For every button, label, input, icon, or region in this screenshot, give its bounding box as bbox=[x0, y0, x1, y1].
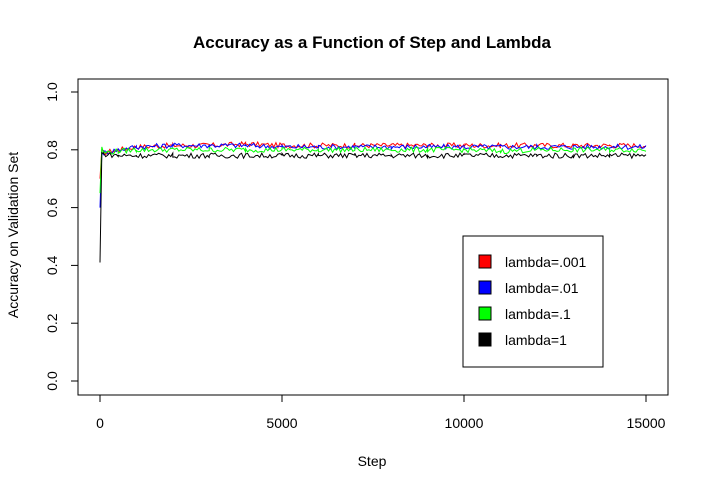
y-tick-label: 1.0 bbox=[44, 82, 60, 102]
legend-label: lambda=.1 bbox=[505, 306, 571, 322]
y-tick-label: 0.2 bbox=[44, 313, 60, 333]
legend-swatch bbox=[478, 332, 492, 347]
x-tick-label: 5000 bbox=[266, 415, 297, 431]
legend-swatch bbox=[478, 280, 492, 295]
series-line-lambda-1 bbox=[99, 151, 647, 263]
y-axis-label: Accuracy on Validation Set bbox=[5, 152, 21, 318]
y-tick-label: 0.6 bbox=[44, 198, 60, 218]
chart-title: Accuracy as a Function of Step and Lambd… bbox=[193, 33, 552, 52]
series-line-lambda-01 bbox=[99, 142, 647, 208]
legend: lambda=.001 lambda=.01 lambda=.1 lambda=1 bbox=[462, 235, 604, 368]
y-tick-label: 0.8 bbox=[44, 140, 60, 160]
series-line-lambda-1 bbox=[99, 146, 647, 194]
legend-swatch bbox=[478, 306, 492, 321]
y-tick-label: 0.0 bbox=[44, 371, 60, 391]
y-axis: 0.0 0.2 0.4 0.6 0.8 1.0 bbox=[44, 82, 79, 391]
x-tick-label: 10000 bbox=[445, 415, 484, 431]
legend-swatch bbox=[478, 254, 492, 269]
x-tick-label: 0 bbox=[96, 415, 104, 431]
legend-box bbox=[462, 235, 604, 368]
plot-lines bbox=[99, 140, 647, 263]
x-axis: 0 5000 10000 15000 bbox=[96, 394, 666, 431]
y-tick-label: 0.4 bbox=[44, 255, 60, 275]
x-axis-label: Step bbox=[358, 453, 387, 469]
x-tick-label: 15000 bbox=[627, 415, 666, 431]
plot-frame bbox=[77, 78, 669, 396]
legend-label: lambda=.01 bbox=[505, 280, 579, 296]
legend-label: lambda=1 bbox=[505, 332, 567, 348]
legend-label: lambda=.001 bbox=[505, 254, 587, 270]
